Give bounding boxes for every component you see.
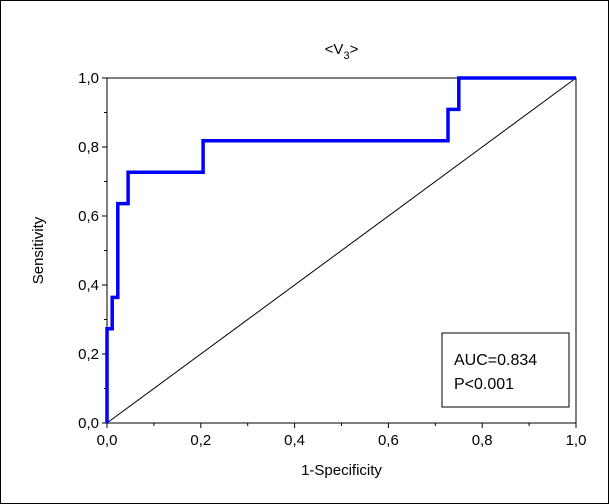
x-tick-label: 0,2 bbox=[190, 432, 211, 449]
x-tick-label: 0,6 bbox=[378, 432, 399, 449]
x-tick-label: 1,0 bbox=[566, 432, 587, 449]
title-suffix: > bbox=[350, 41, 359, 58]
y-tick-label: 0,8 bbox=[78, 139, 99, 156]
y-tick-label: 0,0 bbox=[78, 415, 99, 432]
p-value-text: P<0.001 bbox=[454, 376, 514, 393]
title-subscript: 3 bbox=[343, 50, 349, 62]
plot-area bbox=[106, 77, 577, 424]
x-tick-label: 0,4 bbox=[284, 432, 305, 449]
chart-title: <V3> bbox=[325, 41, 359, 62]
y-tick-label: 0,6 bbox=[78, 208, 99, 225]
reference-diagonal bbox=[106, 77, 577, 424]
annotation-box: AUC=0.834 P<0.001 bbox=[441, 332, 570, 408]
x-axis-ticks: 0,0 0,2 0,4 0,6 0,8 1,0 bbox=[97, 423, 587, 449]
y-tick-label: 0,4 bbox=[78, 277, 99, 294]
y-tick-label: 1,0 bbox=[78, 70, 99, 87]
roc-curve bbox=[105, 76, 576, 423]
y-tick-label: 0,2 bbox=[78, 346, 99, 363]
x-tick-label: 0,0 bbox=[97, 432, 118, 449]
auc-text: AUC=0.834 bbox=[454, 352, 537, 369]
x-axis-label: 1-Specificity bbox=[301, 462, 382, 479]
y-axis-label: Sensitivity bbox=[30, 216, 47, 284]
y-axis-ticks: 0,0 0,2 0,4 0,6 0,8 1,0 bbox=[78, 70, 107, 432]
x-tick-label: 0,8 bbox=[472, 432, 493, 449]
title-prefix: <V bbox=[325, 41, 344, 58]
